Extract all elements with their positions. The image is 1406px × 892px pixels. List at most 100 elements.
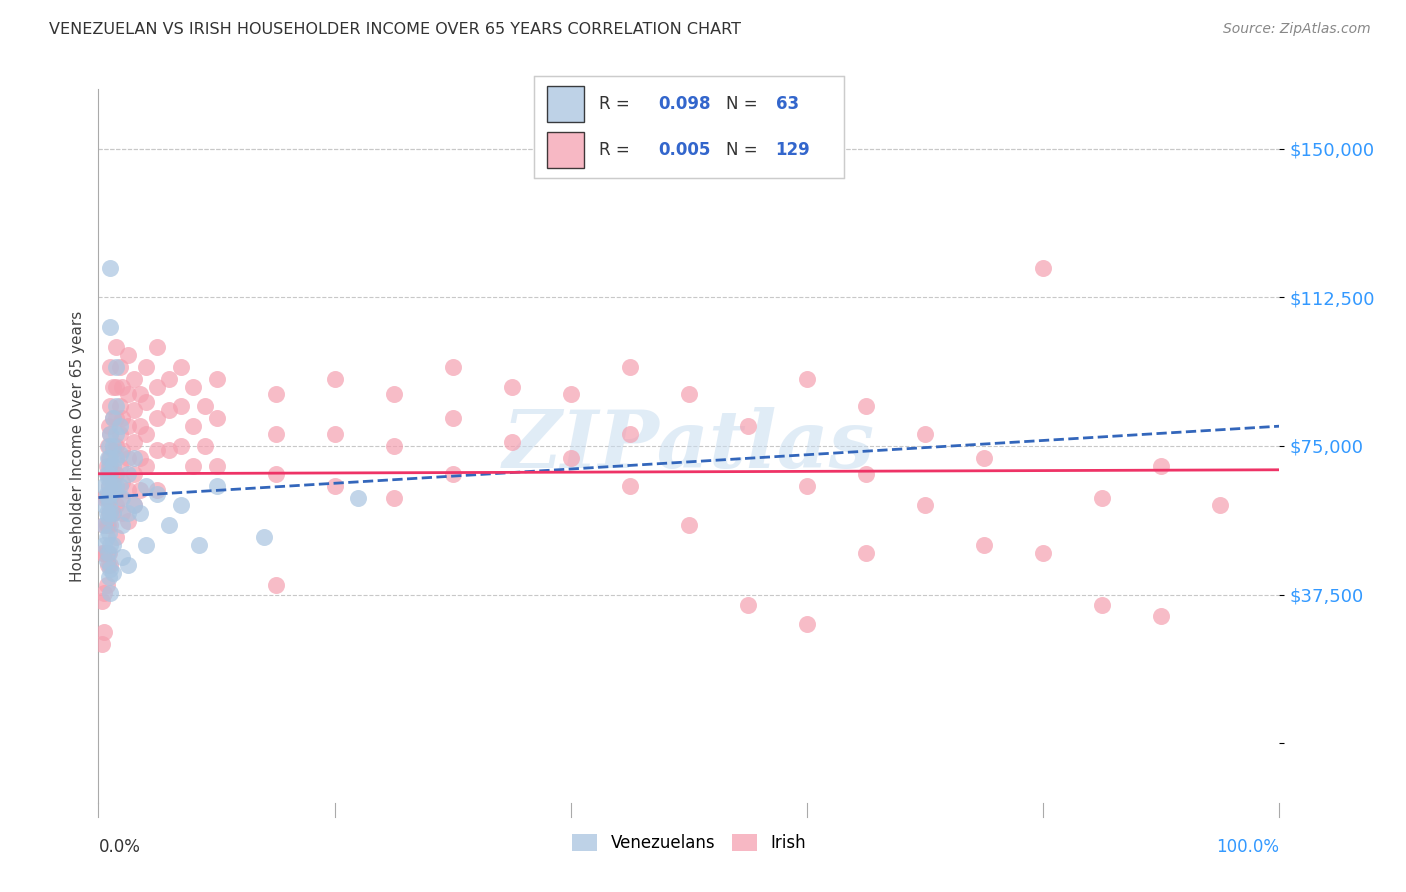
Point — [111, 549, 134, 564]
Point — [796, 478, 818, 492]
Point — [135, 458, 157, 473]
Text: VENEZUELAN VS IRISH HOUSEHOLDER INCOME OVER 65 YEARS CORRELATION CHART: VENEZUELAN VS IRISH HOUSEHOLDER INCOME O… — [49, 22, 741, 37]
Point — [98, 499, 121, 513]
Point — [205, 371, 228, 385]
Point — [441, 359, 464, 374]
Point — [93, 625, 115, 640]
Point — [97, 510, 120, 524]
Point — [97, 558, 120, 572]
Point — [98, 526, 121, 541]
Point — [181, 379, 204, 393]
Point — [93, 518, 115, 533]
Point — [98, 546, 121, 560]
Point — [737, 598, 759, 612]
Point — [105, 340, 128, 354]
Point — [105, 478, 128, 492]
Point — [97, 467, 120, 481]
Point — [101, 475, 124, 489]
Point — [108, 359, 131, 374]
Point — [181, 419, 204, 434]
Y-axis label: Householder Income Over 65 years: Householder Income Over 65 years — [69, 310, 84, 582]
Point — [111, 442, 134, 457]
Text: N =: N = — [725, 95, 763, 112]
Point — [1091, 598, 1114, 612]
Point — [205, 458, 228, 473]
Point — [128, 507, 150, 521]
Point — [98, 450, 121, 465]
Text: 63: 63 — [776, 95, 799, 112]
Point — [98, 400, 121, 414]
Point — [194, 439, 217, 453]
Point — [264, 578, 287, 592]
Point — [117, 387, 139, 401]
Point — [108, 427, 131, 442]
Point — [98, 558, 121, 572]
Point — [441, 467, 464, 481]
Point — [128, 483, 150, 497]
Point — [101, 478, 124, 492]
Point — [96, 578, 118, 592]
Point — [101, 442, 124, 457]
Point — [122, 499, 145, 513]
Point — [135, 395, 157, 409]
Point — [98, 478, 121, 492]
Point — [108, 458, 131, 473]
Point — [855, 546, 877, 560]
Text: Source: ZipAtlas.com: Source: ZipAtlas.com — [1223, 22, 1371, 37]
Point — [98, 478, 121, 492]
Point — [170, 499, 193, 513]
Point — [122, 371, 145, 385]
Point — [122, 499, 145, 513]
Point — [96, 486, 118, 500]
Point — [98, 585, 121, 599]
Point — [560, 450, 582, 465]
Point — [93, 546, 115, 560]
FancyBboxPatch shape — [547, 132, 583, 168]
Point — [181, 458, 204, 473]
Point — [128, 450, 150, 465]
Text: 100.0%: 100.0% — [1216, 838, 1279, 856]
Point — [619, 359, 641, 374]
Point — [98, 260, 121, 275]
Point — [111, 411, 134, 425]
Point — [101, 538, 124, 552]
Point — [105, 530, 128, 544]
Point — [157, 403, 180, 417]
Point — [93, 585, 115, 599]
Point — [93, 499, 115, 513]
Point — [122, 450, 145, 465]
Point — [205, 478, 228, 492]
Point — [264, 467, 287, 481]
Text: 0.005: 0.005 — [658, 141, 710, 159]
Point — [96, 491, 118, 505]
Point — [98, 491, 121, 505]
Point — [1209, 499, 1232, 513]
Point — [619, 478, 641, 492]
Point — [135, 478, 157, 492]
Point — [96, 554, 118, 568]
Point — [105, 400, 128, 414]
Point — [135, 538, 157, 552]
Point — [101, 439, 124, 453]
Text: ZIPatlas: ZIPatlas — [503, 408, 875, 484]
Point — [101, 507, 124, 521]
Point — [122, 467, 145, 481]
Point — [101, 379, 124, 393]
Point — [97, 518, 120, 533]
Point — [96, 467, 118, 481]
Point — [105, 499, 128, 513]
Point — [91, 593, 114, 607]
Point — [98, 538, 121, 552]
Point — [117, 483, 139, 497]
Point — [170, 439, 193, 453]
Point — [105, 439, 128, 453]
Text: 129: 129 — [776, 141, 810, 159]
Point — [105, 467, 128, 481]
Point — [101, 458, 124, 473]
Point — [914, 499, 936, 513]
Point — [93, 538, 115, 552]
Point — [796, 617, 818, 632]
Point — [973, 538, 995, 552]
Point — [117, 419, 139, 434]
Text: N =: N = — [725, 141, 763, 159]
